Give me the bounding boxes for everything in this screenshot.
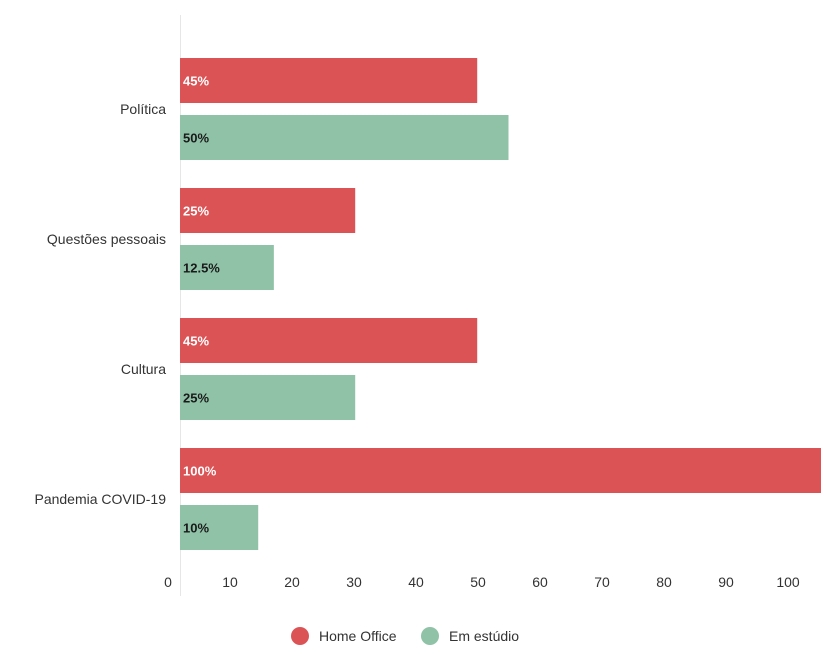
bar (180, 375, 356, 420)
bar (180, 115, 509, 160)
bar-data-label: 100% (183, 464, 217, 479)
bar-data-label: 25% (183, 204, 209, 219)
legend-swatch (291, 627, 309, 645)
bar-data-label: 50% (183, 131, 209, 146)
x-axis-ticks: 0 10 20 30 40 50 60 70 80 90 100 (164, 574, 800, 590)
x-tick-label: 50 (470, 574, 486, 590)
x-tick-label: 30 (346, 574, 362, 590)
bar (180, 318, 478, 363)
bar (180, 505, 259, 550)
bar (180, 58, 478, 103)
bar (180, 188, 356, 233)
x-tick-label: 90 (718, 574, 734, 590)
legend: Home Office Em estúdio (291, 627, 519, 645)
x-tick-label: 10 (222, 574, 238, 590)
x-tick-label: 20 (284, 574, 300, 590)
bar (180, 245, 274, 290)
x-tick-label: 0 (164, 574, 172, 590)
category-label: Política (120, 101, 166, 117)
x-tick-label: 80 (656, 574, 672, 590)
category-labels: Política Questões pessoais Cultura Pandemia… (34, 101, 166, 507)
category-label: Cultura (121, 361, 166, 377)
x-tick-label: 40 (408, 574, 424, 590)
legend-swatch (421, 627, 439, 645)
bar-data-label: 25% (183, 391, 209, 406)
category-label: Questões pessoais (47, 231, 166, 247)
legend-label: Em estúdio (449, 628, 519, 644)
category-label: Pandemia COVID-19 (34, 491, 166, 507)
bar-data-label: 45% (183, 334, 209, 349)
bar (180, 448, 821, 493)
bar-data-label: 10% (183, 521, 209, 536)
x-tick-label: 70 (594, 574, 610, 590)
x-tick-label: 60 (532, 574, 548, 590)
bars (180, 58, 821, 550)
x-tick-label: 100 (776, 574, 800, 590)
bar-data-label: 45% (183, 74, 209, 89)
legend-label: Home Office (319, 628, 397, 644)
bar-data-labels: 45% 50% 25% 12.5% 45% 25% 100% 10% (183, 74, 220, 536)
bar-data-label: 12.5% (183, 261, 220, 276)
